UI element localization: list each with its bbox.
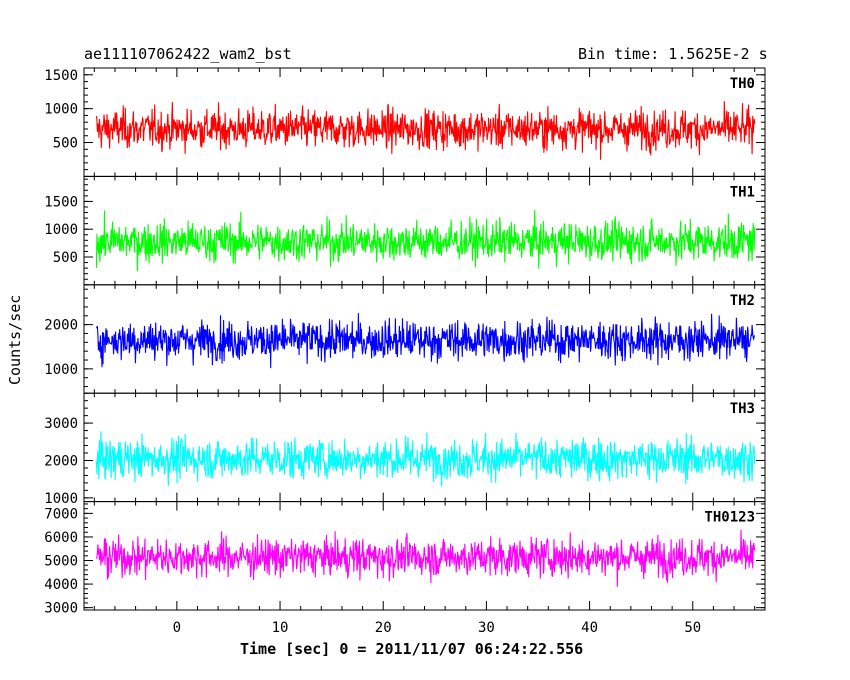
panel-th3-label: TH3 (730, 401, 755, 417)
x-tick-label: 40 (581, 620, 598, 636)
panel-th3-frame (83, 392, 766, 503)
y-tick-label: 1500 (44, 194, 78, 210)
series-th3-line (95, 431, 756, 487)
x-tick-label: 50 (684, 620, 701, 636)
y-tick-label: 1500 (44, 68, 78, 84)
y-tick-label: 3000 (44, 601, 78, 617)
series-th0123-line (95, 529, 756, 587)
bin-time-label: Bin time: 1.5625E-2 s (578, 45, 768, 63)
panel-th0-label: TH0 (730, 76, 755, 92)
y-tick-label: 2000 (44, 318, 78, 334)
y-axis-label: Counts/sec (6, 294, 24, 385)
x-tick-label: 10 (272, 620, 289, 636)
y-tick-label: 1000 (44, 102, 78, 118)
y-tick-label: 7000 (44, 506, 78, 522)
y-tick-label: 1000 (44, 362, 78, 378)
series-th2-line (95, 312, 756, 369)
y-tick-label: 500 (53, 136, 78, 152)
panel-th1-frame (83, 175, 766, 286)
y-tick-label: 1000 (44, 222, 78, 238)
y-tick-label: 6000 (44, 530, 78, 546)
x-tick-label: 20 (375, 620, 392, 636)
panel-th2-label: TH2 (730, 293, 755, 309)
x-tick-label: 0 (173, 620, 181, 636)
x-axis-label: Time [sec] 0 = 2011/11/07 06:24:22.556 (240, 640, 584, 658)
y-tick-label: 2000 (44, 453, 78, 469)
y-tick-label: 1000 (44, 491, 78, 507)
panel-th0123-label: TH0123 (704, 510, 755, 526)
panel-th1-label: TH1 (730, 184, 755, 200)
y-tick-label: 3000 (44, 416, 78, 432)
y-tick-label: 4000 (44, 577, 78, 593)
y-tick-label: 500 (53, 250, 78, 266)
x-tick-label: 30 (478, 620, 495, 636)
series-th1-line (95, 209, 756, 272)
series-th0-line (95, 101, 756, 160)
plot-title: ae111107062422_wam2_bst (84, 45, 292, 63)
y-tick-label: 5000 (44, 554, 78, 570)
